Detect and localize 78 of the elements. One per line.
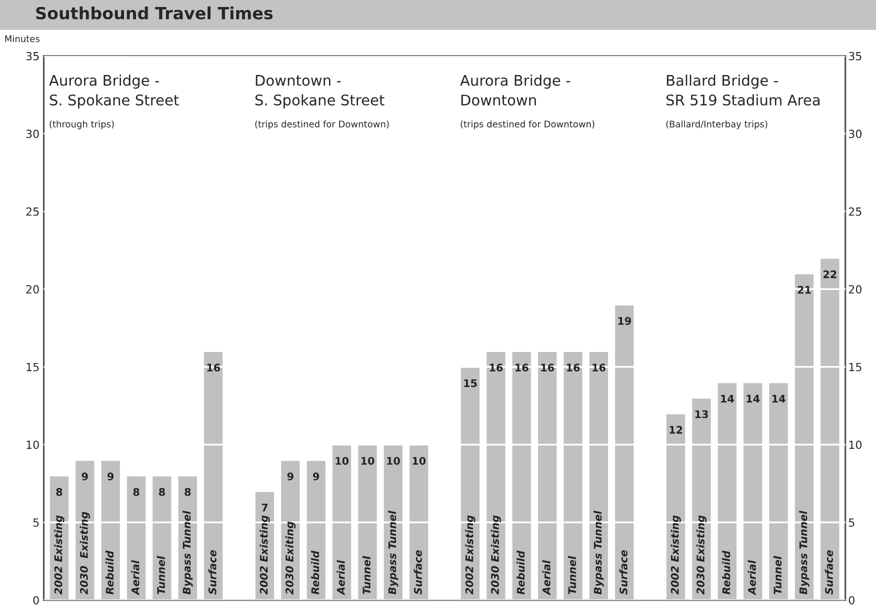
y-tick-label: 5: [33, 518, 39, 527]
x-tick-label: Bypass Tunnel: [182, 510, 193, 594]
data-label: 16: [490, 364, 503, 372]
x-tick-label: Bypass Tunnel: [388, 510, 398, 594]
x-tick-label: 2030 Existing: [696, 515, 707, 595]
x-tick-label: Rebuild: [722, 550, 730, 594]
data-label: 14: [746, 394, 760, 402]
data-label: 16: [566, 364, 580, 372]
x-tick-label: Rebuild: [106, 550, 114, 594]
annotation: Ballard Bridge - SR 519 Stadium Area (Ballard/Interbay trips): [666, 74, 820, 130]
data-label: 16: [541, 364, 554, 372]
data-label: 9: [313, 472, 320, 480]
x-tick-label: Tunnel: [774, 556, 782, 594]
data-label: 12: [670, 426, 682, 434]
y2-tick-label: 25: [848, 207, 862, 216]
annotation: Downtown - S. Spokane Street (trips destined for Downtown): [255, 75, 389, 130]
x-tick-label: Aerial: [748, 560, 756, 596]
annotation: Aurora Bridge - S. Spokane Street (through trips): [49, 74, 179, 130]
data-label: 10: [336, 456, 349, 465]
y2-tick-label: 5: [848, 518, 854, 527]
data-label: 9: [108, 472, 114, 480]
annotation: Aurora Bridge - Downtown (trips destined for Downtown): [460, 74, 594, 130]
data-label: 10: [387, 456, 400, 465]
y-tick-label: 20: [26, 285, 39, 294]
y2-tick-label: 35: [848, 52, 862, 60]
data-label: 19: [618, 317, 631, 325]
y2-tick-label: 0: [848, 596, 854, 604]
y2-tick-label: 20: [848, 285, 862, 294]
y-tick-label: 30: [26, 130, 39, 138]
y-axis-title: Minutes: [5, 35, 40, 42]
x-tick-label: Rebuild: [516, 550, 525, 594]
data-label: 15: [464, 379, 477, 388]
x-tick-label: Surface: [208, 550, 216, 594]
x-tick-label: Surface: [824, 550, 833, 594]
x-tick-label: 2002 Existing: [670, 515, 681, 595]
data-label: 14: [772, 394, 786, 402]
data-label: 7: [262, 504, 268, 512]
y2-tick-label: 30: [848, 130, 862, 138]
x-tick-label: Rebuild: [311, 550, 320, 594]
y2-tick-label: 15: [849, 363, 862, 372]
data-label: 10: [361, 456, 374, 465]
y-tick-label: 25: [26, 207, 39, 216]
y-tick-label: 15: [26, 363, 39, 372]
x-tick-label: 2002 Existing: [465, 515, 476, 595]
data-label: 9: [287, 472, 294, 480]
data-label: 16: [207, 364, 220, 372]
data-label: 22: [824, 270, 836, 278]
data-label: 16: [516, 364, 528, 372]
x-tick-label: Tunnel: [568, 556, 576, 594]
data-label: 13: [695, 410, 708, 418]
x-tick-label: Aerial: [542, 560, 550, 596]
data-label: 8: [184, 488, 191, 496]
x-tick-label: Bypass Tunnel: [799, 510, 810, 594]
data-label: 16: [592, 364, 606, 372]
data-label: 8: [158, 488, 165, 496]
x-tick-label: 2030 Existing: [80, 512, 90, 595]
x-tick-label: 2030 Existing: [490, 515, 502, 595]
x-tick-label: Surface: [414, 550, 422, 594]
y2-tick-label: 10: [849, 440, 862, 449]
x-tick-label: Tunnel: [156, 556, 165, 594]
x-tick-label: 2030 Exiting: [285, 522, 296, 595]
y-tick-label: 10: [26, 440, 39, 449]
x-tick-label: Aerial: [336, 560, 345, 596]
y-tick-label: 0: [33, 596, 39, 604]
chart-title: Southbound Travel Times: [36, 6, 273, 20]
data-label: 8: [56, 488, 62, 496]
data-label: 9: [82, 472, 88, 480]
x-tick-label: 2002 Existing: [260, 515, 270, 595]
data-label: 10: [412, 456, 426, 465]
data-label: 21: [798, 286, 811, 294]
data-label: 8: [133, 488, 140, 496]
x-tick-label: Surface: [619, 550, 628, 594]
y-tick-label: 35: [26, 52, 39, 60]
x-tick-label: 2002 Existing: [54, 515, 64, 595]
x-tick-label: Aerial: [131, 560, 140, 596]
x-tick-label: Tunnel: [362, 556, 371, 594]
data-label: 14: [721, 394, 734, 402]
x-tick-label: Bypass Tunnel: [594, 510, 604, 594]
